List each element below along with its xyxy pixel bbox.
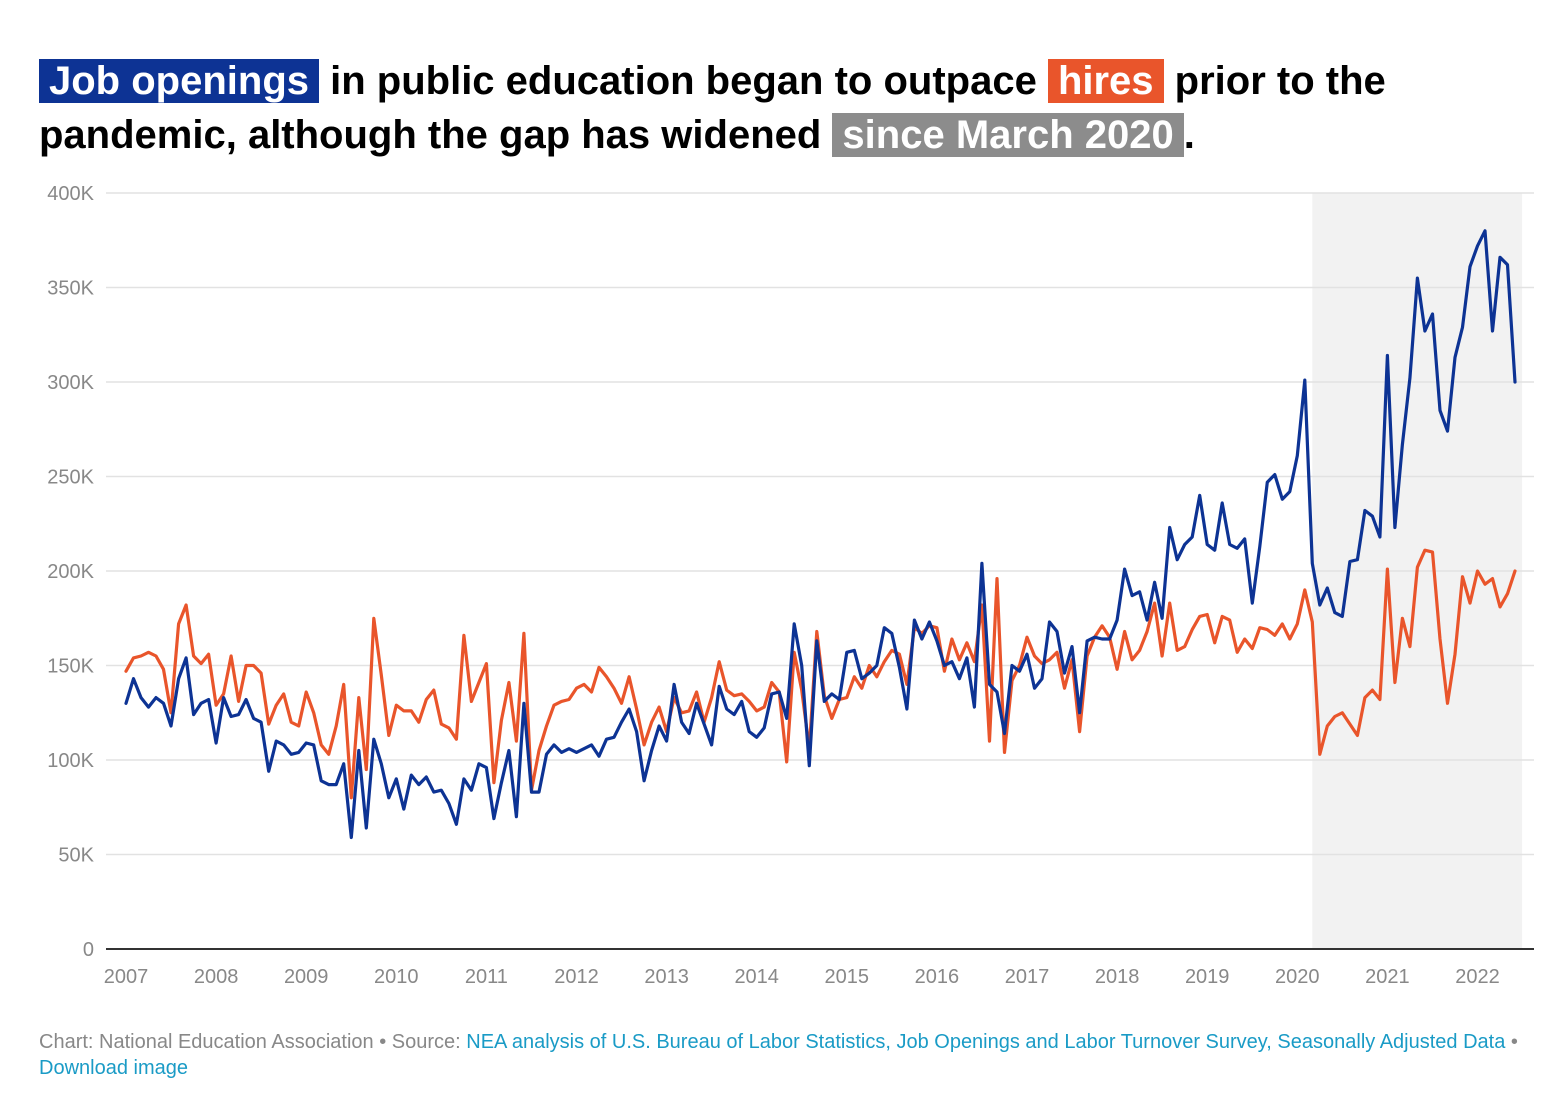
x-tick-label: 2010 [374, 966, 419, 988]
y-tick-label: 250K [47, 467, 94, 489]
x-tick-label: 2016 [915, 966, 960, 988]
x-tick-label: 2011 [465, 966, 508, 988]
x-tick-label: 2008 [194, 966, 239, 988]
x-tick-label: 2012 [554, 966, 599, 988]
title-highlight-since: since March 2020 [832, 113, 1184, 157]
gridlines [106, 192, 1534, 856]
x-tick-label: 2022 [1455, 966, 1500, 988]
title-highlight-hires: hires [1047, 59, 1164, 103]
y-tick-label: 400K [47, 183, 94, 205]
title-highlight-openings: Job openings [39, 59, 319, 103]
title-period: . [1183, 113, 1195, 157]
y-tick-label: 50K [58, 845, 94, 867]
source-link[interactable]: NEA analysis of U.S. Bureau of Labor Sta… [466, 1031, 1506, 1053]
x-axis-ticks: 2007 2008 2009 2010 2011 2012 2013 2014 2015 2016… [104, 966, 1500, 988]
x-tick-label: 2021 [1365, 966, 1410, 988]
y-tick-label: 300K [47, 372, 94, 394]
x-tick-label: 2019 [1185, 966, 1230, 988]
x-tick-label: 2014 [734, 966, 779, 988]
y-tick-label: 150K [47, 656, 94, 678]
chart-title: Job openings in public education began t… [39, 54, 1529, 162]
x-tick-label: 2018 [1095, 966, 1140, 988]
download-image-link[interactable]: Download image [39, 1057, 188, 1079]
title-text-1: in public education began to outpace [319, 59, 1048, 103]
y-tick-label: 0 [83, 939, 94, 961]
x-tick-label: 2020 [1275, 966, 1320, 988]
series-line-job-openings [124, 229, 1517, 840]
chart-credit: Chart: National Education Association [39, 1031, 374, 1053]
x-tick-label: 2015 [825, 966, 870, 988]
x-tick-label: 2007 [104, 966, 149, 988]
y-tick-label: 100K [47, 750, 94, 772]
series-lines [124, 229, 1517, 840]
footer-separator-2: • [1505, 1031, 1518, 1053]
y-tick-label: 350K [47, 278, 94, 300]
y-axis-ticks: 0 50K 100K 150K 200K 250K 300K 350K 400K [47, 183, 94, 961]
title-text-2: prior to the pandemic, although the gap … [39, 59, 1386, 157]
chart-footer: Chart: National Education Association • … [39, 1029, 1529, 1081]
footer-separator: • Source: [373, 1031, 467, 1053]
x-tick-label: 2017 [1005, 966, 1050, 988]
x-tick-label: 2009 [284, 966, 329, 988]
x-tick-label: 2013 [644, 966, 689, 988]
y-tick-label: 200K [47, 561, 94, 583]
